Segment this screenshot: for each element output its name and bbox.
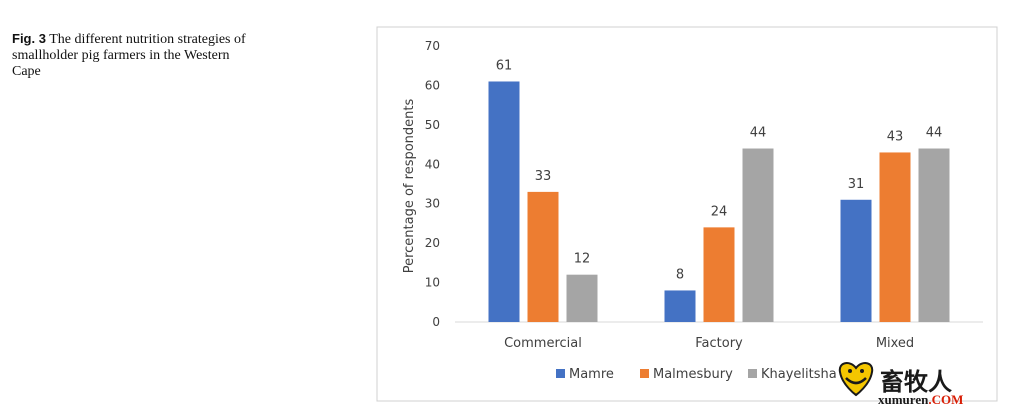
legend-item-khayelitsha: Khayelitsha bbox=[748, 367, 837, 382]
figure-caption-text: The different nutrition strategies of sm… bbox=[12, 32, 246, 79]
y-tick-label: 40 bbox=[425, 157, 440, 171]
bar-malmesbury-factory bbox=[703, 227, 735, 322]
y-tick-label: 30 bbox=[425, 197, 440, 211]
y-tick-label: 0 bbox=[432, 315, 440, 329]
figure-caption: Fig. 3 The different nutrition strategie… bbox=[12, 31, 252, 80]
bar-mamre-commercial bbox=[488, 81, 520, 322]
y-tick-label: 10 bbox=[425, 276, 440, 290]
data-label: 43 bbox=[887, 129, 904, 144]
y-axis-ticks: 0 10 20 30 40 50 60 70 bbox=[425, 39, 440, 329]
data-label: 61 bbox=[496, 58, 513, 73]
bar-khayelitsha-commercial bbox=[566, 274, 598, 322]
legend-item-mamre: Mamre bbox=[556, 367, 614, 382]
data-label: 33 bbox=[535, 169, 552, 184]
data-label: 24 bbox=[711, 204, 728, 219]
legend-item-malmesbury: Malmesbury bbox=[640, 367, 733, 382]
category-labels: Commercial Factory Mixed bbox=[504, 336, 914, 351]
legend-label: Khayelitsha bbox=[761, 367, 837, 382]
y-tick-label: 60 bbox=[425, 78, 440, 92]
data-label: 44 bbox=[926, 126, 943, 141]
legend-swatch bbox=[748, 369, 757, 378]
watermark-logo-icon bbox=[838, 362, 874, 397]
bar-khayelitsha-factory bbox=[742, 148, 774, 322]
category-label-mixed: Mixed bbox=[876, 336, 914, 351]
watermark: 畜牧人 xumuren.COM bbox=[838, 362, 963, 407]
watermark-cn: 畜牧人 bbox=[880, 368, 952, 396]
data-label: 12 bbox=[574, 252, 591, 267]
bar-mamre-mixed bbox=[840, 199, 872, 322]
watermark-en: xumuren bbox=[878, 392, 929, 407]
category-label-commercial: Commercial bbox=[504, 336, 582, 351]
bar-malmesbury-mixed bbox=[879, 152, 911, 322]
legend-swatch bbox=[556, 369, 565, 378]
legend-swatch bbox=[640, 369, 649, 378]
bar-mamre-factory bbox=[664, 290, 696, 322]
bar-malmesbury-commercial bbox=[527, 191, 559, 322]
data-label: 8 bbox=[676, 267, 684, 282]
y-tick-label: 70 bbox=[425, 39, 440, 53]
figure-label: Fig. 3 bbox=[12, 31, 46, 46]
data-label: 44 bbox=[750, 126, 767, 141]
bars bbox=[488, 81, 950, 322]
data-labels: 61 33 12 8 24 44 31 43 44 bbox=[496, 58, 943, 282]
y-tick-label: 20 bbox=[425, 236, 440, 250]
y-axis-label: Percentage of respondents bbox=[402, 98, 417, 273]
watermark-url: xumuren.COM bbox=[878, 392, 963, 407]
watermark-com: .COM bbox=[928, 392, 963, 407]
legend: Mamre Malmesbury Khayelitsha bbox=[556, 367, 837, 382]
data-label: 31 bbox=[848, 177, 865, 192]
y-tick-label: 50 bbox=[425, 118, 440, 132]
legend-label: Malmesbury bbox=[653, 367, 733, 382]
bar-khayelitsha-mixed bbox=[918, 148, 950, 322]
legend-label: Mamre bbox=[569, 367, 614, 382]
category-label-factory: Factory bbox=[695, 336, 743, 351]
